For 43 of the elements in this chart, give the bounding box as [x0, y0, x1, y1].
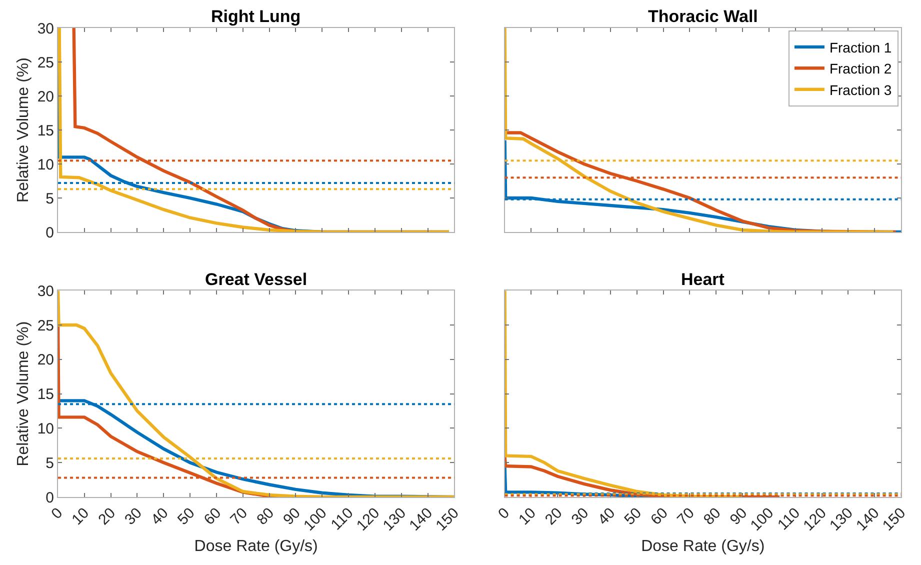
- x-tick-label: 70: [674, 504, 698, 528]
- x-tick-label: 50: [621, 504, 645, 528]
- chart-title: Right Lung: [211, 7, 301, 26]
- y-tick-label: 30: [37, 20, 54, 38]
- y-tick-label: 30: [37, 282, 54, 300]
- y-tick-label: 5: [46, 190, 54, 208]
- y-tick-label: 10: [37, 156, 54, 174]
- x-tick-label: 80: [700, 504, 724, 528]
- y-tick-label: 5: [46, 454, 54, 472]
- x-tick-label: 10: [516, 504, 540, 528]
- y-tick-label: 15: [37, 386, 54, 404]
- x-tick-label: 40: [148, 504, 172, 528]
- chart-title: Great Vessel: [205, 270, 308, 289]
- x-axis-title: Dose Rate (Gy/s): [641, 538, 765, 556]
- legend-label: Fraction 1: [829, 39, 892, 56]
- x-tick-label: 70: [227, 504, 252, 528]
- y-axis-title: Relative Volume (%): [15, 321, 32, 466]
- x-tick-label: 20: [95, 504, 119, 528]
- y-axis-title: Relative Volume (%): [15, 58, 32, 202]
- y-tick-label: 25: [37, 54, 54, 72]
- x-tick-label: 80: [254, 504, 278, 528]
- x-tick-label: 60: [648, 504, 672, 528]
- x-tick-label: 30: [122, 504, 146, 528]
- x-tick-label: 50: [174, 504, 198, 528]
- x-axis-title: Dose Rate (Gy/s): [194, 538, 318, 556]
- y-tick-label: 15: [37, 122, 54, 140]
- legend-label: Fraction 3: [829, 82, 892, 98]
- x-tick-label: 30: [568, 504, 592, 528]
- x-tick-label: 60: [200, 504, 225, 528]
- y-tick-label: 20: [37, 352, 54, 369]
- y-tick-label: 0: [46, 224, 54, 242]
- legend-label: Fraction 2: [829, 60, 892, 77]
- y-tick-label: 0: [46, 489, 54, 506]
- x-tick-label: 40: [594, 504, 619, 528]
- chart-title: Thoracic Wall: [648, 7, 758, 26]
- y-tick-label: 10: [37, 420, 54, 438]
- x-tick-label: 0: [495, 504, 513, 523]
- x-tick-label: 10: [68, 504, 93, 528]
- chart-title: Heart: [681, 270, 725, 289]
- line-series: [58, 290, 454, 497]
- y-tick-label: 20: [37, 88, 54, 106]
- x-tick-label: 20: [542, 504, 566, 528]
- y-tick-label: 25: [37, 317, 54, 334]
